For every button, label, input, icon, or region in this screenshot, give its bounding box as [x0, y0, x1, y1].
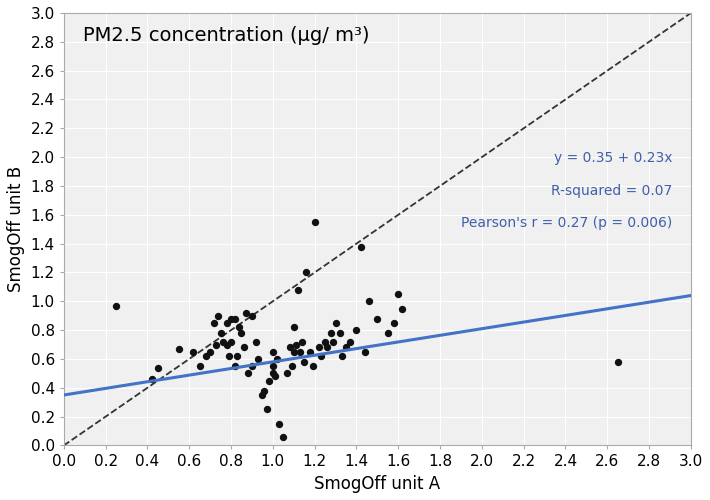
Point [371, 314, 383, 322]
Point [225, 338, 236, 345]
Point [298, 358, 310, 366]
Point [295, 348, 306, 356]
Point [288, 323, 300, 331]
Point [246, 362, 258, 370]
Point [397, 304, 408, 312]
Point [110, 302, 121, 310]
Text: y = 0.35 + 0.23x: y = 0.35 + 0.23x [554, 152, 672, 166]
Point [258, 386, 270, 394]
Point [217, 338, 229, 345]
Point [209, 319, 220, 327]
Point [221, 319, 232, 327]
Point [146, 375, 157, 383]
Point [284, 344, 295, 351]
Point [257, 391, 268, 399]
Point [261, 406, 272, 413]
Point [211, 340, 222, 348]
Point [187, 348, 199, 356]
Point [231, 352, 243, 360]
Point [267, 362, 278, 370]
Point [305, 348, 316, 356]
Point [313, 344, 324, 351]
Point [234, 323, 245, 331]
Point [225, 314, 236, 322]
Point [612, 358, 623, 366]
Point [200, 352, 212, 360]
Point [340, 344, 351, 351]
Point [322, 344, 333, 351]
Point [359, 348, 371, 356]
Point [293, 286, 304, 294]
Point [351, 326, 362, 334]
Point [296, 338, 307, 345]
Point [364, 298, 375, 306]
Point [393, 290, 404, 298]
Point [286, 362, 297, 370]
Point [173, 345, 185, 353]
Point [336, 352, 347, 360]
Point [334, 329, 345, 337]
Point [382, 329, 393, 337]
Point [267, 348, 278, 356]
Point [344, 338, 356, 345]
Point [290, 340, 302, 348]
Point [238, 344, 249, 351]
Point [320, 338, 331, 345]
Point [282, 370, 293, 378]
Point [242, 370, 253, 378]
Point [213, 312, 224, 320]
Point [229, 362, 241, 370]
X-axis label: SmogOff unit A: SmogOff unit A [315, 475, 440, 493]
Point [355, 242, 366, 250]
Point [300, 268, 312, 276]
Point [309, 218, 320, 226]
Point [328, 338, 339, 345]
Point [215, 329, 226, 337]
Point [236, 329, 247, 337]
Point [240, 309, 251, 317]
Point [204, 348, 216, 356]
Point [152, 364, 163, 372]
Text: PM2.5 concentration (μg/ m³): PM2.5 concentration (μg/ m³) [82, 26, 369, 45]
Point [315, 352, 327, 360]
Point [307, 362, 318, 370]
Point [326, 329, 337, 337]
Point [229, 314, 241, 322]
Point [288, 348, 300, 356]
Point [253, 355, 264, 363]
Text: Pearson's r = 0.27 (p = 0.006): Pearson's r = 0.27 (p = 0.006) [461, 216, 672, 230]
Point [246, 312, 258, 320]
Point [251, 338, 262, 345]
Point [271, 355, 283, 363]
Point [263, 376, 274, 384]
Point [278, 433, 289, 441]
Text: R-squared = 0.07: R-squared = 0.07 [551, 184, 672, 198]
Point [388, 319, 400, 327]
Point [330, 319, 342, 327]
Point [269, 372, 280, 380]
Point [221, 340, 232, 348]
Point [267, 370, 278, 378]
Point [194, 362, 205, 370]
Point [223, 352, 234, 360]
Point [273, 420, 285, 428]
Y-axis label: SmogOff unit B: SmogOff unit B [7, 166, 25, 292]
